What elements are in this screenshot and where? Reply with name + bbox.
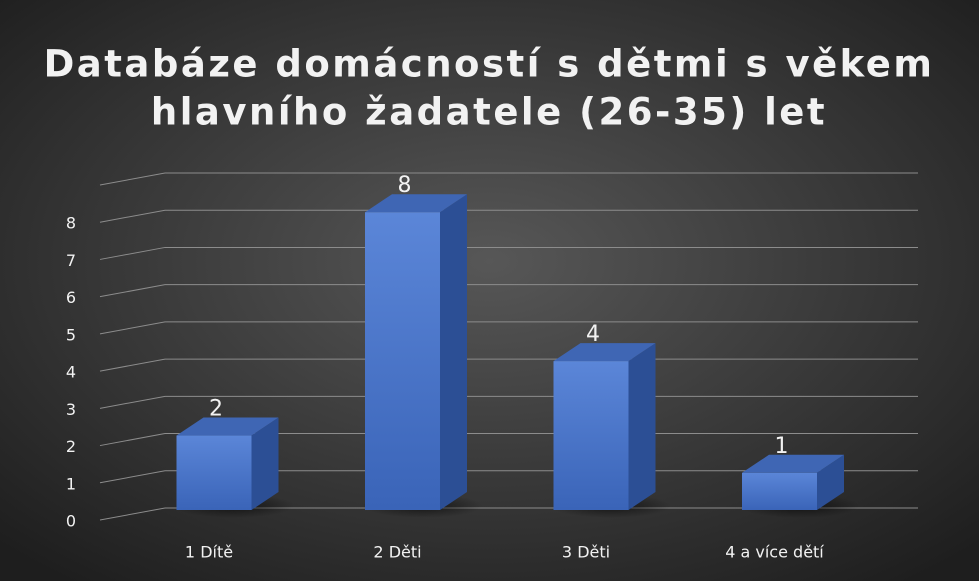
y-tick-label: 5 <box>66 325 76 344</box>
chart-title: hlavního žadatele (26-35) let <box>151 91 827 134</box>
grid-line <box>99 209 918 223</box>
grid-line <box>99 470 918 484</box>
data-label: 1 <box>775 434 789 459</box>
y-tick-label: 3 <box>66 400 76 419</box>
data-label: 8 <box>398 173 412 198</box>
bar-top <box>176 417 279 436</box>
grid-line <box>99 172 918 186</box>
grid-line <box>99 395 918 409</box>
chart-title: Databáze domácností s dětmi s věkem <box>44 43 935 86</box>
bar-top <box>553 343 656 362</box>
bar-side <box>817 454 844 510</box>
grid-line <box>99 246 918 260</box>
grid-line <box>99 284 918 298</box>
y-tick-label: 0 <box>66 512 76 531</box>
bar-top <box>742 454 844 473</box>
grid-line <box>99 433 918 447</box>
bar-side <box>628 343 656 510</box>
x-tick-label: 3 Děti <box>562 543 610 562</box>
x-tick-label: 4 a více dětí <box>725 543 824 562</box>
x-tick-label: 2 Děti <box>373 543 421 562</box>
bar-side <box>251 417 279 510</box>
y-tick-label: 2 <box>66 437 76 456</box>
grid-line <box>99 358 918 372</box>
y-tick-label: 8 <box>66 214 76 233</box>
y-tick-label: 7 <box>66 251 76 270</box>
y-tick-label: 4 <box>66 363 76 382</box>
bar <box>553 361 629 510</box>
x-tick-label: 1 Dítě <box>185 543 233 562</box>
y-tick-label: 1 <box>66 474 76 493</box>
bar-side <box>440 194 467 510</box>
bar <box>365 212 440 510</box>
data-label: 4 <box>586 322 600 347</box>
bar <box>742 472 817 510</box>
bar <box>176 435 252 510</box>
bar-top <box>365 194 467 213</box>
grid-line <box>99 321 918 335</box>
data-label: 2 <box>209 397 223 422</box>
y-tick-label: 6 <box>66 288 76 307</box>
